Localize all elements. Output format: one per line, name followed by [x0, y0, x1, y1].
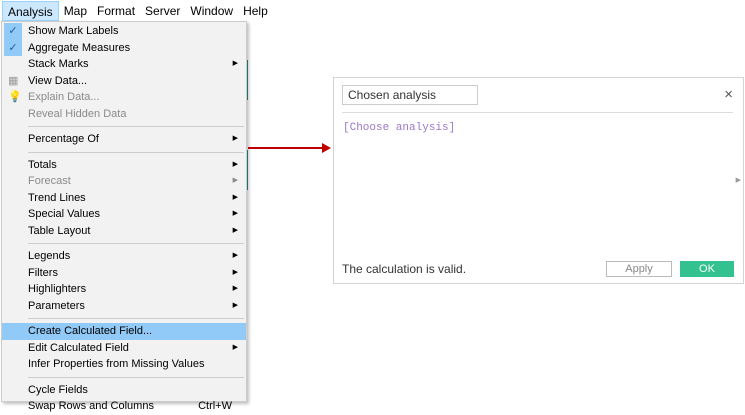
menu-item-trend-lines[interactable]: Trend Lines ▶ [2, 190, 246, 207]
menu-item-swap-rows-and-columns[interactable]: Swap Rows and Columns Ctrl+W [2, 398, 246, 415]
menu-map[interactable]: Map [63, 3, 88, 18]
menu-item-show-mark-labels[interactable]: ✓ Show Mark Labels [2, 23, 246, 40]
submenu-arrow-icon: ▶ [232, 177, 238, 184]
menu-item-create-calculated-field[interactable]: Create Calculated Field... [2, 323, 246, 340]
menu-item-label: Edit Calculated Field [28, 341, 129, 354]
menu-separator [2, 373, 246, 382]
annotation-arrowhead [322, 143, 331, 153]
submenu-arrow-icon: ▶ [232, 210, 238, 217]
menu-item-label: Swap Rows and Columns [28, 400, 154, 412]
menu-item-label: Reveal Hidden Data [28, 107, 127, 120]
menu-item-cycle-fields[interactable]: Cycle Fields [2, 382, 246, 399]
menu-item-label: View Data... [28, 74, 88, 87]
submenu-arrow-icon: ▶ [232, 193, 238, 201]
menu-item-parameters[interactable]: Parameters ▶ [2, 298, 246, 315]
menu-window[interactable]: Window [190, 3, 234, 18]
menu-item-label: Table Layout [28, 224, 91, 237]
apply-button[interactable]: Apply [606, 261, 672, 277]
menu-bar: Analysis Map Format Server Window Help [0, 0, 273, 21]
menu-item-label: Infer Properties from Missing Values [28, 358, 205, 370]
checkmark-icon: ✓ [4, 39, 22, 56]
submenu-arrow-icon: ▶ [232, 285, 238, 292]
menu-item-filters[interactable]: Filters ▶ [2, 265, 246, 282]
lightbulb-icon: 💡 [8, 91, 22, 103]
menu-item-label: Percentage Of [28, 133, 99, 145]
menu-separator [2, 148, 246, 157]
menu-item-aggregate-measures[interactable]: ✓ Aggregate Measures [2, 39, 246, 56]
menu-item-table-layout[interactable]: Table Layout ▶ [2, 223, 246, 240]
menu-item-label: Cycle Fields [28, 383, 88, 396]
menu-separator [2, 314, 246, 323]
shortcut-label: Ctrl+W [198, 400, 232, 412]
submenu-arrow-icon: ▶ [232, 60, 238, 67]
submenu-arrow-icon: ▶ [232, 252, 238, 259]
calc-name-input[interactable]: Chosen analysis [342, 85, 478, 105]
analysis-menu: ✓ Show Mark Labels ✓ Aggregate Measures Stac… [1, 21, 247, 412]
menu-item-label: Filters [28, 266, 58, 279]
menu-item-infer-properties-from-missing-values[interactable]: Infer Properties from Missing Values [2, 356, 246, 373]
close-icon[interactable]: × [724, 86, 733, 103]
menu-analysis[interactable]: Analysis [2, 0, 59, 21]
menu-item-label: Show Mark Labels [28, 25, 119, 37]
submenu-arrow-icon: ▶ [232, 301, 238, 309]
validation-status: The calculation is valid. [342, 262, 467, 276]
menu-item-totals[interactable]: Totals ▶ [2, 157, 246, 174]
menu-item-label: Create Calculated Field... [28, 325, 153, 337]
menu-item-reveal-hidden-data: Reveal Hidden Data [2, 106, 246, 123]
checkmark-icon: ✓ [4, 23, 22, 40]
menu-item-label: Trend Lines [28, 191, 86, 204]
menu-item-label: Stack Marks [28, 58, 89, 70]
menu-item-explain-data: 💡 Explain Data... [2, 89, 246, 106]
menu-item-label: Parameters [28, 299, 85, 312]
grid-icon: ▦ [8, 74, 19, 87]
menu-item-label: Forecast [28, 175, 71, 187]
formula-editor[interactable]: [Choose analysis] [343, 122, 456, 134]
expand-panel-icon[interactable]: ▶ [735, 177, 741, 184]
menu-item-label: Aggregate Measures [28, 41, 131, 54]
submenu-arrow-icon: ▶ [232, 135, 238, 142]
menu-separator [2, 239, 246, 248]
menu-item-view-data[interactable]: ▦ View Data... [2, 73, 246, 90]
menu-item-forecast: Forecast ▶ [2, 173, 246, 190]
menu-item-label: Explain Data... [28, 91, 100, 103]
menu-item-stack-marks[interactable]: Stack Marks ▶ [2, 56, 246, 73]
menu-item-label: Legends [28, 250, 71, 262]
submenu-arrow-icon: ▶ [232, 268, 238, 276]
ok-button[interactable]: OK [680, 261, 734, 277]
menu-item-percentage-of[interactable]: Percentage Of ▶ [2, 131, 246, 148]
submenu-arrow-icon: ▶ [232, 160, 238, 168]
menu-item-edit-calculated-field[interactable]: Edit Calculated Field ▶ [2, 340, 246, 357]
submenu-arrow-icon: ▶ [232, 343, 238, 351]
menu-server[interactable]: Server [145, 3, 181, 18]
menu-item-label: Special Values [28, 208, 100, 220]
menu-item-label: Highlighters [28, 283, 87, 295]
divider [342, 112, 733, 113]
menu-format[interactable]: Format [97, 3, 136, 18]
annotation-arrow [248, 147, 324, 149]
menu-item-legends[interactable]: Legends ▶ [2, 248, 246, 265]
menu-item-special-values[interactable]: Special Values ▶ [2, 206, 246, 223]
menu-separator [2, 122, 246, 131]
menu-item-label: Totals [28, 158, 57, 171]
menu-help[interactable]: Help [243, 3, 268, 18]
menu-item-highlighters[interactable]: Highlighters ▶ [2, 281, 246, 298]
submenu-arrow-icon: ▶ [232, 226, 238, 234]
calculated-field-dialog: Chosen analysis × [Choose analysis] ▶ Th… [333, 77, 744, 284]
